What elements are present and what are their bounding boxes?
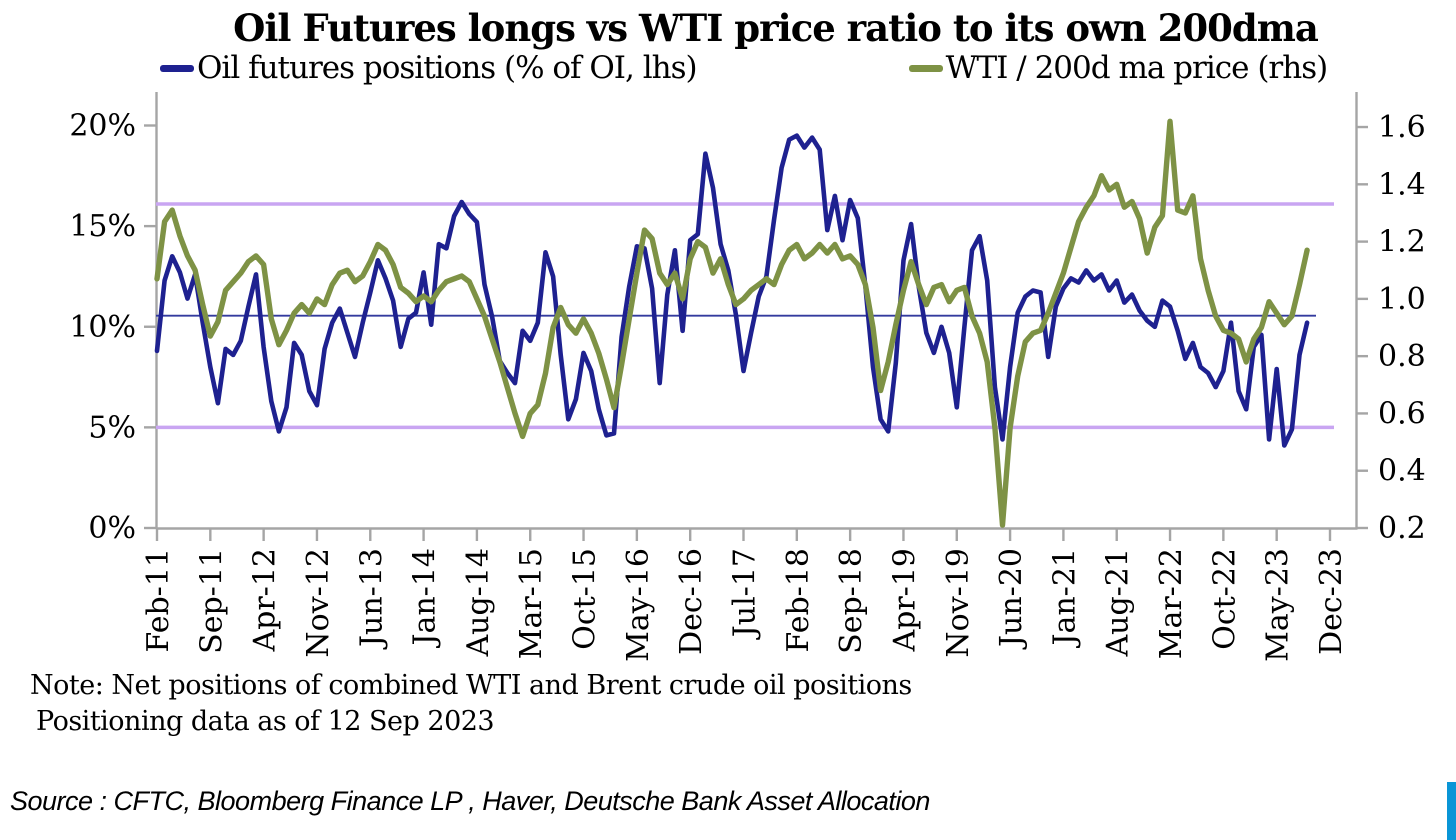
x-axis-tick-label: Aug-21 [1101, 548, 1136, 658]
legend-label-wti-ratio: WTI / 200d ma price (rhs) [945, 50, 1329, 86]
y-axis-left-tick-label: 10% [69, 310, 136, 345]
x-axis-tick-label: Apr-12 [248, 548, 283, 653]
y-axis-right-tick-label: 1.4 [1378, 167, 1426, 202]
note-line-1: Note: Net positions of combined WTI and … [30, 670, 912, 701]
chart-title: Oil Futures longs vs WTI price ratio to … [233, 6, 1319, 50]
x-axis-tick-label: Jun-13 [354, 548, 389, 650]
y-axis-right-tick-label: 1.0 [1378, 282, 1426, 317]
legend-swatch-olive [908, 64, 943, 72]
y-axis-left-tick-label: 0% [88, 511, 136, 546]
chart-legend: Oil futures positions (% of OI, lhs) WTI… [160, 50, 1329, 86]
x-axis-tick-label: Jul-17 [728, 548, 763, 640]
x-axis-tick-label: Nov-12 [301, 548, 336, 658]
y-axis-right-tick-label: 0.4 [1378, 454, 1426, 489]
x-axis-tick-label: Jun-20 [994, 548, 1029, 650]
x-axis-tick-label: Jan-14 [408, 548, 443, 649]
x-axis-tick-label: Dec-23 [1314, 548, 1349, 655]
series-oil-futures-positions-line [154, 133, 1310, 448]
x-axis-tick-label: Mar-15 [514, 548, 549, 659]
y-axis-right-tick-label: 1.6 [1378, 110, 1426, 145]
x-axis-tick-label: May-23 [1261, 548, 1296, 662]
y-axis-right-tick-label: 0.2 [1378, 511, 1426, 546]
line-chart-plot: 0% 5% 10% 15% 20% 0.2 0.4 0.6 0.8 1.0 1.2 1.4 1.6 Feb… [69, 92, 1426, 662]
x-axis-tick-label: Oct-22 [1207, 548, 1242, 650]
y-axis-right-tick-label: 1.2 [1378, 225, 1426, 260]
x-axis-tick-label: Feb-18 [781, 548, 816, 652]
x-axis-tick-label: Feb-11 [141, 548, 176, 652]
y-axis-left-tick-label: 20% [69, 109, 136, 144]
y-axis-left-tick-label: 5% [88, 410, 136, 445]
x-axis-tick-label: Dec-16 [674, 548, 709, 655]
chart-notes: Note: Net positions of combined WTI and … [30, 668, 912, 740]
x-axis-tick-label: Sep-18 [834, 548, 869, 654]
x-axis-tick-label: Sep-11 [194, 548, 229, 654]
x-axis-tick-label: Aug-14 [461, 548, 496, 658]
legend-entry-oil-futures: Oil futures positions (% of OI, lhs) [160, 50, 698, 86]
source-line: Source : CFTC, Bloomberg Finance LP , Ha… [10, 786, 930, 816]
note-line-2: Positioning data as of 12 Sep 2023 [36, 706, 495, 737]
y-axis-right-tick-label: 0.6 [1378, 396, 1426, 431]
x-axis-tick-label: Apr-19 [887, 548, 922, 653]
x-axis-tick-label: Oct-15 [568, 548, 603, 650]
y-axis-right-tick-label: 0.8 [1378, 339, 1426, 374]
x-axis-tick-label: Mar-22 [1154, 548, 1189, 659]
legend-label-oil-futures: Oil futures positions (% of OI, lhs) [197, 50, 698, 86]
series-wti-200dma-ratio-line [154, 118, 1310, 528]
y-axis-left-tick-label: 15% [69, 209, 136, 244]
x-axis-tick-label: Nov-19 [941, 548, 976, 658]
x-axis-tick-label: May-16 [621, 548, 656, 662]
brand-accent-bar [1447, 782, 1456, 840]
x-axis-tick-label: Jan-21 [1047, 548, 1082, 649]
legend-entry-wti-ratio: WTI / 200d ma price (rhs) [908, 50, 1329, 86]
legend-swatch-navy [160, 64, 194, 72]
